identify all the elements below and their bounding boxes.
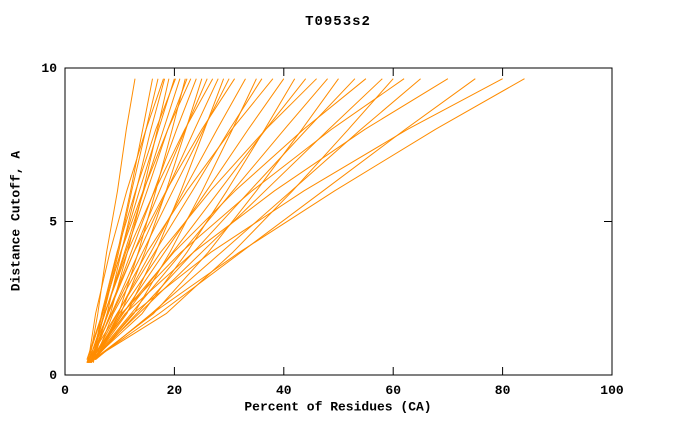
model-curve (89, 78, 405, 363)
model-curve (90, 78, 503, 364)
model-curve (93, 78, 339, 360)
x-tick-label: 20 (167, 383, 183, 398)
x-tick-label: 80 (495, 383, 511, 398)
model-curve (92, 78, 394, 361)
model-curve (94, 78, 367, 360)
y-tick-label: 10 (41, 61, 57, 76)
model-curve (94, 78, 274, 360)
y-tick-label: 0 (49, 368, 57, 383)
x-axis-label: Percent of Residues (CA) (244, 399, 432, 415)
model-curve (89, 78, 328, 364)
x-tick-label: 0 (61, 383, 69, 398)
model-curve (87, 78, 164, 363)
model-curve (91, 78, 214, 360)
chart-title: T0953s2 (305, 14, 371, 30)
x-tick-label: 100 (600, 383, 624, 398)
model-curve (96, 78, 317, 357)
x-tick-label: 40 (276, 383, 292, 398)
x-tick-label: 60 (385, 383, 401, 398)
y-tick-label: 5 (49, 215, 57, 230)
model-curve (88, 78, 188, 363)
model-curve (92, 78, 236, 360)
model-curve (89, 78, 136, 360)
model-curve (86, 78, 175, 360)
model-curve (88, 78, 307, 364)
model-curve (93, 78, 476, 361)
model-curve (90, 78, 356, 364)
model-curve (94, 78, 525, 360)
y-axis-label: Distance Cutoff, A (8, 150, 24, 292)
model-curve (88, 78, 449, 363)
model-curve (91, 78, 192, 360)
model-curve (86, 78, 263, 363)
